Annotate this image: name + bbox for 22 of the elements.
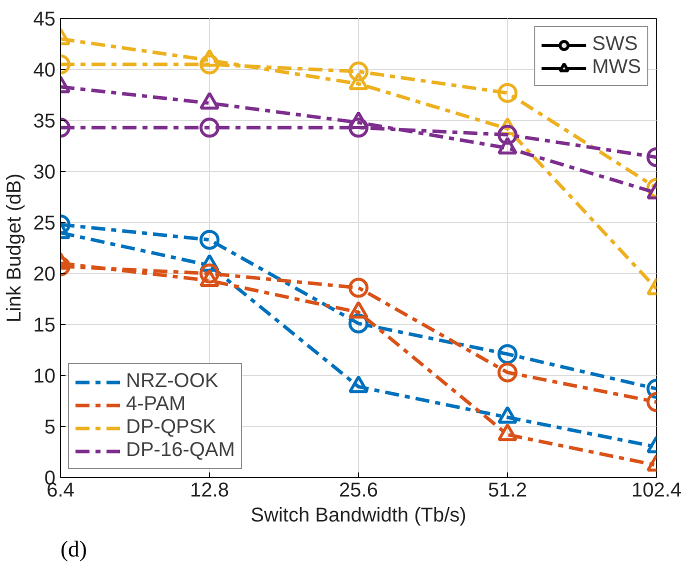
y-tick-label: 25 bbox=[33, 212, 56, 234]
legend-label: SWS bbox=[592, 33, 638, 56]
y-tick-label: 5 bbox=[44, 416, 56, 438]
legend-label: NRZ-OOK bbox=[126, 370, 218, 393]
y-tick-label: 15 bbox=[33, 314, 56, 336]
legend-label: 4-PAM bbox=[126, 393, 186, 416]
y-tick-label: 30 bbox=[33, 162, 56, 184]
x-axis-title: Switch Bandwidth (Tb/s) bbox=[250, 504, 466, 526]
y-tick-label: 10 bbox=[33, 366, 56, 388]
legend-label: DP-QPSK bbox=[126, 416, 216, 439]
y-tick-label: 45 bbox=[33, 8, 56, 30]
y-axis-title: Link Budget (dB) bbox=[3, 174, 26, 322]
x-tick-label: 102.4 bbox=[631, 480, 682, 502]
legend-label: DP-16-QAM bbox=[126, 439, 235, 462]
x-tick-label: 51.2 bbox=[488, 480, 527, 502]
y-tick-label: 40 bbox=[33, 60, 56, 82]
legend-label: MWS bbox=[592, 56, 641, 79]
text: (d) bbox=[60, 536, 87, 562]
x-tick-label: 25.6 bbox=[339, 480, 378, 502]
y-tick-label: 20 bbox=[33, 264, 56, 286]
x-tick-label: 12.8 bbox=[190, 480, 229, 502]
y-tick-label: 35 bbox=[33, 110, 56, 132]
